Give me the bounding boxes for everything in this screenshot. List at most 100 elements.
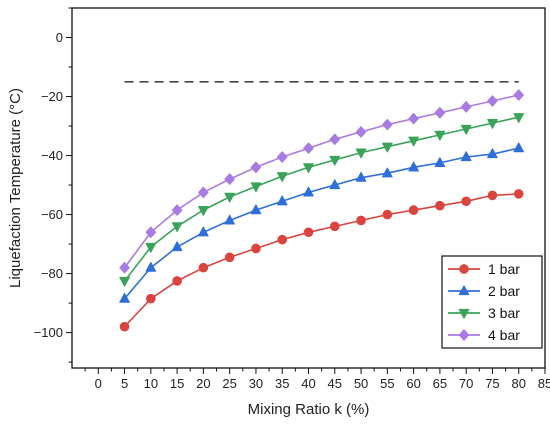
series-line-3-bar [123, 116, 519, 282]
x-tick-label: 60 [406, 376, 420, 391]
data-point-1-bar [277, 234, 288, 245]
y-tick-label: −80 [41, 266, 63, 281]
x-tick-label: 40 [301, 376, 315, 391]
data-point-2-bar [434, 157, 446, 168]
data-point-4-bar [382, 118, 393, 131]
data-point-2-bar [276, 195, 288, 206]
data-point-3-bar [408, 136, 419, 147]
series-1-bar [119, 189, 524, 332]
data-point-4-bar [329, 133, 341, 146]
x-tick-label: 85 [538, 376, 550, 391]
data-point-3-bar [355, 148, 367, 159]
data-point-4-bar [276, 151, 288, 163]
data-point-1-bar [172, 276, 182, 286]
data-point-2-bar [329, 179, 341, 190]
data-point-1-bar [329, 221, 340, 232]
data-point-4-bar [171, 204, 183, 216]
y-tick-label: −20 [41, 89, 63, 104]
series-2-bar [119, 142, 525, 303]
data-point-3-bar [513, 113, 525, 123]
data-point-2-bar [355, 171, 367, 182]
x-tick-label: 75 [485, 376, 499, 391]
data-point-4-bar [408, 112, 419, 125]
data-point-3-bar [382, 142, 393, 153]
x-tick-label: 30 [249, 376, 263, 391]
y-axis-title: Liquefaction Temperature (°C) [7, 88, 24, 288]
data-point-1-bar [146, 293, 156, 304]
x-axis-title: Mixing Ratio k (%) [248, 401, 370, 418]
x-tick-label: 20 [196, 376, 210, 391]
data-point-3-bar [276, 172, 288, 182]
series-line-4-bar [123, 94, 519, 269]
data-point-4-bar [487, 95, 498, 107]
data-point-1-bar [382, 209, 393, 220]
data-point-3-bar [329, 155, 341, 166]
x-tick-label: 5 [121, 376, 128, 391]
y-tick-label: −100 [34, 325, 63, 340]
data-point-1-bar [303, 227, 314, 238]
legend-swatch-marker-3-bar [458, 308, 470, 319]
x-tick-label: 45 [328, 376, 342, 391]
data-point-2-bar [460, 151, 472, 162]
x-tick-label: 0 [95, 376, 102, 391]
x-tick-label: 70 [459, 376, 473, 391]
data-point-1-bar [461, 196, 471, 207]
data-point-2-bar [250, 204, 262, 215]
data-point-1-bar [198, 262, 209, 273]
legend-label-3-bar: 3 bar [488, 305, 520, 321]
data-point-2-bar [408, 161, 419, 172]
data-point-1-bar [513, 189, 524, 199]
data-point-3-bar [487, 118, 498, 129]
y-tick-label: 0 [56, 30, 63, 45]
series-line-2-bar [123, 147, 519, 300]
data-point-1-bar [408, 205, 419, 215]
x-tick-label: 55 [380, 376, 394, 391]
data-point-3-bar [119, 276, 130, 287]
data-point-2-bar [145, 261, 157, 272]
data-point-3-bar [460, 124, 472, 135]
data-point-4-bar [355, 126, 367, 138]
data-point-2-bar [513, 142, 525, 153]
data-point-2-bar [382, 167, 393, 178]
data-point-2-bar [198, 226, 209, 237]
x-tick-label: 80 [511, 376, 525, 391]
data-point-3-bar [224, 192, 235, 203]
data-point-2-bar [171, 241, 183, 252]
legend-swatch-marker-2-bar [458, 285, 470, 296]
legend-label-1-bar: 1 bar [488, 261, 520, 277]
legend-swatch-marker-4-bar [458, 329, 470, 341]
series-4-bar [119, 89, 525, 274]
x-tick-label: 25 [222, 376, 236, 391]
data-point-3-bar [303, 163, 314, 174]
legend-swatch-marker-1-bar [459, 264, 469, 274]
data-point-1-bar [224, 252, 235, 263]
data-point-4-bar [513, 89, 525, 101]
data-point-3-bar [145, 242, 157, 253]
series-line-1-bar [124, 193, 519, 328]
x-tick-label: 35 [275, 376, 289, 391]
data-point-4-bar [119, 261, 130, 274]
series-group [119, 89, 525, 332]
data-point-3-bar [171, 222, 183, 233]
series-3-bar [119, 113, 525, 287]
x-tick-label: 10 [144, 376, 158, 391]
data-point-3-bar [434, 130, 446, 141]
data-point-4-bar [198, 186, 209, 199]
legend-box [441, 255, 543, 349]
y-tick-label: −40 [41, 148, 63, 163]
data-point-1-bar [356, 215, 366, 226]
x-tick-label: 15 [170, 376, 184, 391]
data-point-4-bar [460, 101, 472, 113]
data-point-4-bar [434, 106, 446, 119]
data-point-3-bar [198, 206, 209, 216]
x-tick-label: 50 [354, 376, 368, 391]
data-point-2-bar [119, 292, 130, 303]
data-point-4-bar [224, 173, 235, 185]
data-point-1-bar [487, 190, 498, 201]
data-point-4-bar [250, 161, 262, 174]
data-point-4-bar [303, 142, 314, 154]
data-point-2-bar [487, 148, 498, 159]
legend-label-2-bar: 2 bar [488, 283, 520, 299]
